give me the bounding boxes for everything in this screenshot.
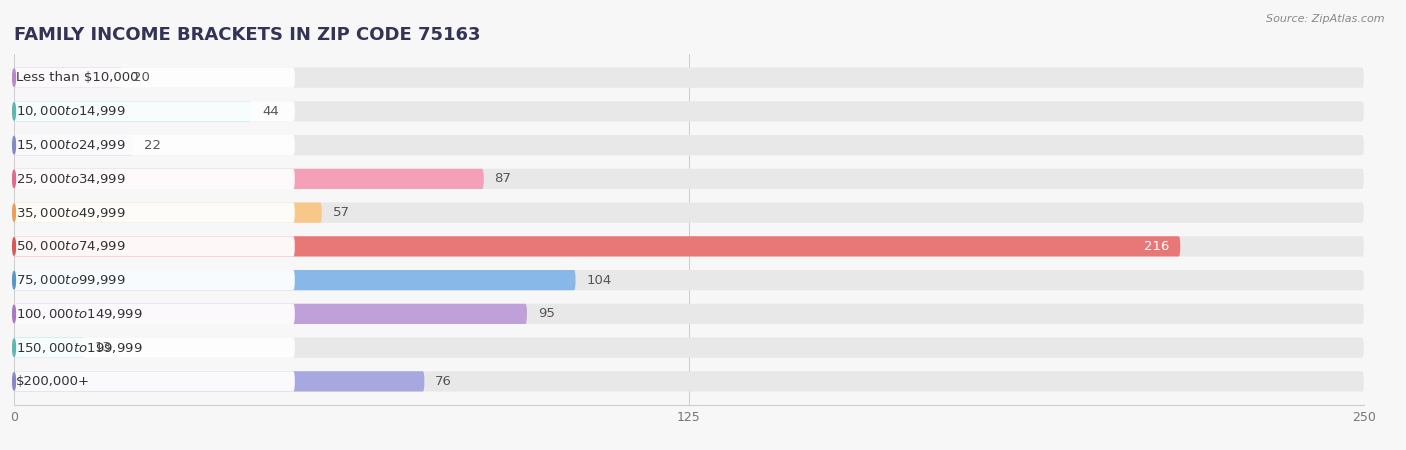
Text: 13: 13 bbox=[96, 341, 112, 354]
FancyBboxPatch shape bbox=[14, 236, 1180, 256]
Circle shape bbox=[13, 170, 15, 188]
FancyBboxPatch shape bbox=[14, 169, 295, 189]
FancyBboxPatch shape bbox=[14, 236, 295, 256]
Text: $150,000 to $199,999: $150,000 to $199,999 bbox=[15, 341, 142, 355]
Circle shape bbox=[13, 305, 15, 323]
FancyBboxPatch shape bbox=[14, 68, 122, 88]
FancyBboxPatch shape bbox=[14, 270, 575, 290]
FancyBboxPatch shape bbox=[14, 101, 252, 122]
Circle shape bbox=[13, 339, 15, 356]
FancyBboxPatch shape bbox=[14, 101, 295, 122]
Text: $100,000 to $149,999: $100,000 to $149,999 bbox=[15, 307, 142, 321]
Text: Less than $10,000: Less than $10,000 bbox=[15, 71, 139, 84]
Text: $50,000 to $74,999: $50,000 to $74,999 bbox=[15, 239, 125, 253]
FancyBboxPatch shape bbox=[14, 202, 322, 223]
FancyBboxPatch shape bbox=[14, 338, 1364, 358]
FancyBboxPatch shape bbox=[14, 169, 1364, 189]
Text: 104: 104 bbox=[586, 274, 612, 287]
Circle shape bbox=[13, 69, 15, 86]
Text: 22: 22 bbox=[143, 139, 160, 152]
Circle shape bbox=[13, 238, 15, 255]
FancyBboxPatch shape bbox=[14, 270, 1364, 290]
FancyBboxPatch shape bbox=[14, 304, 527, 324]
FancyBboxPatch shape bbox=[14, 135, 295, 155]
Text: 57: 57 bbox=[333, 206, 350, 219]
FancyBboxPatch shape bbox=[14, 68, 295, 88]
Circle shape bbox=[13, 271, 15, 289]
FancyBboxPatch shape bbox=[14, 101, 1364, 122]
Text: $15,000 to $24,999: $15,000 to $24,999 bbox=[15, 138, 125, 152]
FancyBboxPatch shape bbox=[14, 236, 1364, 256]
Text: FAMILY INCOME BRACKETS IN ZIP CODE 75163: FAMILY INCOME BRACKETS IN ZIP CODE 75163 bbox=[14, 26, 481, 44]
FancyBboxPatch shape bbox=[14, 338, 84, 358]
Circle shape bbox=[13, 103, 15, 120]
Text: 20: 20 bbox=[132, 71, 149, 84]
Text: 76: 76 bbox=[436, 375, 453, 388]
Text: $200,000+: $200,000+ bbox=[15, 375, 90, 388]
FancyBboxPatch shape bbox=[14, 371, 425, 392]
Text: 216: 216 bbox=[1144, 240, 1170, 253]
FancyBboxPatch shape bbox=[14, 270, 295, 290]
Text: 95: 95 bbox=[537, 307, 554, 320]
Text: $75,000 to $99,999: $75,000 to $99,999 bbox=[15, 273, 125, 287]
Text: 87: 87 bbox=[495, 172, 512, 185]
FancyBboxPatch shape bbox=[14, 202, 295, 223]
Text: $10,000 to $14,999: $10,000 to $14,999 bbox=[15, 104, 125, 118]
FancyBboxPatch shape bbox=[14, 68, 1364, 88]
FancyBboxPatch shape bbox=[14, 304, 295, 324]
FancyBboxPatch shape bbox=[14, 202, 1364, 223]
Circle shape bbox=[13, 204, 15, 221]
FancyBboxPatch shape bbox=[14, 338, 295, 358]
FancyBboxPatch shape bbox=[14, 135, 1364, 155]
FancyBboxPatch shape bbox=[14, 371, 1364, 392]
FancyBboxPatch shape bbox=[14, 371, 295, 392]
Text: $35,000 to $49,999: $35,000 to $49,999 bbox=[15, 206, 125, 220]
Text: Source: ZipAtlas.com: Source: ZipAtlas.com bbox=[1267, 14, 1385, 23]
FancyBboxPatch shape bbox=[14, 135, 132, 155]
Circle shape bbox=[13, 373, 15, 390]
FancyBboxPatch shape bbox=[14, 169, 484, 189]
Circle shape bbox=[13, 136, 15, 154]
Text: 44: 44 bbox=[263, 105, 280, 118]
Text: $25,000 to $34,999: $25,000 to $34,999 bbox=[15, 172, 125, 186]
FancyBboxPatch shape bbox=[14, 304, 1364, 324]
